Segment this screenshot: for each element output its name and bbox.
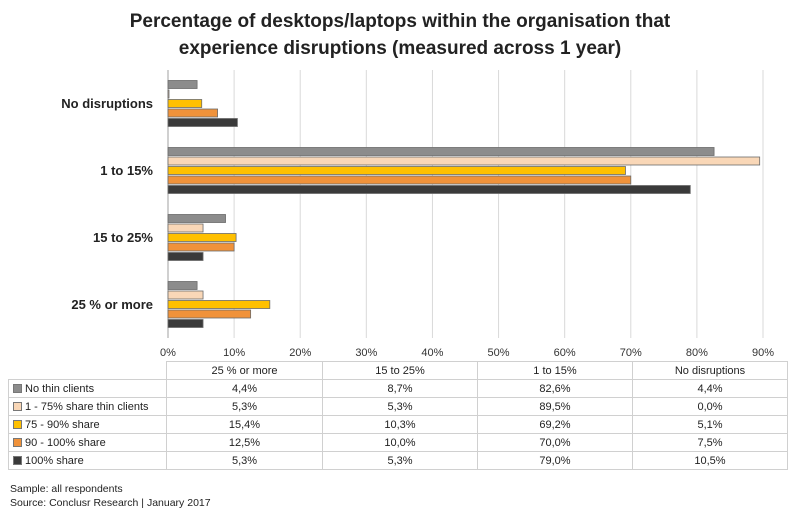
bar: [167, 290, 204, 300]
legend-entry: 1 - 75% share thin clients: [8, 397, 167, 416]
bar: [167, 156, 761, 166]
table-cell: 10,3%: [322, 415, 478, 434]
x-tick-label: 90%: [752, 347, 774, 359]
legend-swatch: [13, 420, 22, 430]
table-cell: 69,2%: [477, 415, 633, 434]
legend-label: 100% share: [25, 454, 84, 467]
legend-entry: 100% share: [8, 451, 167, 470]
chart-title: Percentage of desktops/laptops within th…: [0, 8, 800, 62]
bar: [167, 118, 238, 127]
table-cell: 10,5%: [632, 451, 788, 470]
x-tick-label: 40%: [421, 347, 443, 359]
bar: [167, 252, 204, 261]
bar: [167, 281, 198, 290]
table-cell: 12,5%: [166, 433, 323, 452]
bar: [167, 242, 235, 252]
legend-entry: 75 - 90% share: [8, 415, 167, 434]
bar: [167, 223, 204, 233]
legend-swatch: [13, 384, 22, 394]
table-cell: 82,6%: [477, 379, 633, 398]
legend-entry: 90 - 100% share: [8, 433, 167, 452]
table-column-header: 25 % or more: [166, 361, 323, 380]
legend-swatch: [13, 456, 22, 466]
bar: [167, 99, 203, 108]
table-cell: 89,5%: [477, 397, 633, 416]
chart-title-line-1: Percentage of desktops/laptops within th…: [129, 11, 671, 32]
table-cell: 5,3%: [166, 397, 323, 416]
bar: [167, 214, 226, 223]
x-tick-label: 10%: [223, 347, 245, 359]
x-tick-label: 70%: [620, 347, 642, 359]
category-label: No disruptions: [61, 96, 153, 111]
table-column-header: 15 to 25%: [322, 361, 478, 380]
footnotes: Sample: all respondents Source: Conclusr…: [10, 482, 211, 510]
legend-swatch: [13, 438, 22, 448]
data-table: 25 % or more 15 to 25% 1 to 15% No disrupti…: [8, 361, 788, 470]
legend-label: No thin clients: [25, 382, 95, 395]
legend-label: 1 - 75% share thin clients: [25, 400, 149, 413]
table-cell: 10,0%: [322, 433, 478, 452]
table-row: 100% share 5,3% 5,3% 79,0% 10,5%: [8, 451, 788, 470]
x-tick-label: 20%: [289, 347, 311, 359]
bar: [167, 166, 626, 175]
table-cell: 5,3%: [322, 397, 478, 416]
bar: [167, 309, 252, 319]
table-cell: 15,4%: [166, 415, 323, 434]
bar: [167, 185, 691, 194]
bar: [167, 147, 715, 156]
bar: [167, 108, 218, 118]
table-cell: 5,3%: [322, 451, 478, 470]
table-row: 90 - 100% share 12,5% 10,0% 70,0% 7,5%: [8, 433, 788, 452]
table-row: 1 - 75% share thin clients 5,3% 5,3% 89,5% 0…: [8, 397, 788, 416]
chart-title-line-2: experience disruptions (measured across …: [178, 38, 622, 59]
bar-chart: 0% 10% 20% 30% 40% 50% 60% 70% 80% 90% No disrupti…: [61, 70, 774, 359]
legend-label: 90 - 100% share: [25, 436, 106, 449]
table-cell: 5,3%: [166, 451, 323, 470]
table-corner: [9, 362, 167, 380]
category-label: 25 % or more: [71, 297, 153, 312]
bar: [167, 175, 632, 185]
table-cell: 79,0%: [477, 451, 633, 470]
table-column-header: No disruptions: [632, 361, 788, 380]
legend-entry: No thin clients: [8, 379, 167, 398]
table-cell: 4,4%: [166, 379, 323, 398]
bar: [167, 233, 237, 242]
source-note: Source: Conclusr Research | January 2017: [10, 497, 211, 509]
x-tick-label: 60%: [554, 347, 576, 359]
bar: [167, 300, 271, 309]
legend-label: 75 - 90% share: [25, 418, 100, 431]
table-column-header: 1 to 15%: [477, 361, 633, 380]
x-tick-label: 50%: [488, 347, 510, 359]
table-row: 75 - 90% share 15,4% 10,3% 69,2% 5,1%: [8, 415, 788, 434]
legend-swatch: [13, 402, 22, 412]
x-tick-label: 30%: [355, 347, 377, 359]
category-label: 1 to 15%: [100, 163, 153, 178]
x-tick-label: 0%: [160, 347, 176, 359]
table-row: No thin clients 4,4% 8,7% 82,6% 4,4%: [8, 379, 788, 398]
table-header-row: 25 % or more 15 to 25% 1 to 15% No disrupti…: [9, 361, 788, 380]
bar: [167, 319, 204, 328]
table-cell: 4,4%: [632, 379, 788, 398]
table-cell: 8,7%: [322, 379, 478, 398]
bar: [167, 80, 198, 89]
bar: [167, 89, 170, 99]
table-cell: 70,0%: [477, 433, 633, 452]
sample-note: Sample: all respondents: [10, 483, 123, 495]
category-label: 15 to 25%: [93, 230, 153, 245]
table-cell: 0,0%: [632, 397, 788, 416]
table-cell: 5,1%: [632, 415, 788, 434]
table-cell: 7,5%: [632, 433, 788, 452]
x-tick-label: 80%: [686, 347, 708, 359]
